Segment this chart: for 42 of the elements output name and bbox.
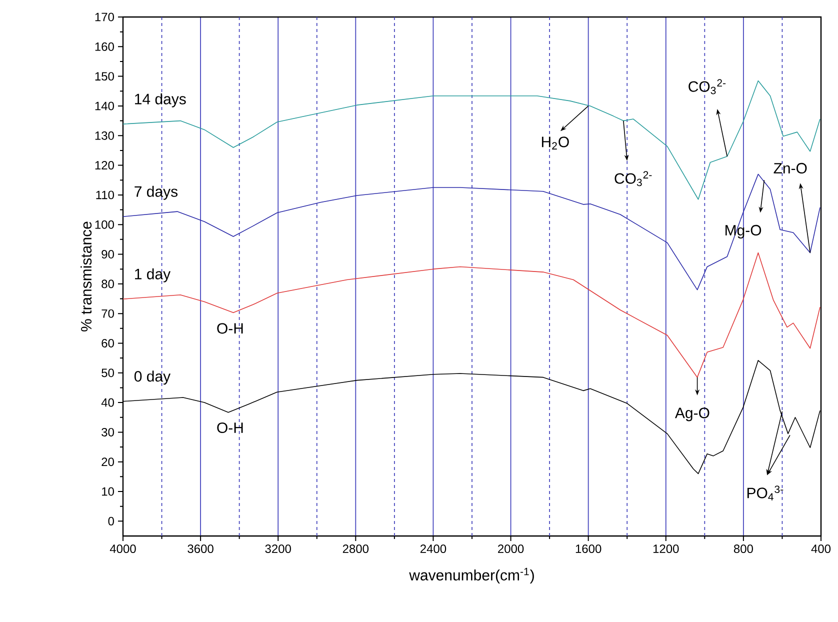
x-tick-label: 3600 [188,544,214,554]
x-tick-label: 3200 [265,544,291,554]
y-tick-label: 110 [96,190,114,200]
series-label: 1 day [135,268,171,282]
series-label: 14 days [135,93,186,108]
y-tick-label: 50 [102,368,114,378]
annotation: O-H [217,323,243,334]
x-axis-title: wavenumber(cm$^{-1}$) [409,568,534,584]
y-tick-label: 60 [102,338,114,348]
y-tick-label: 130 [95,131,114,140]
x-tick-label: 2400 [420,544,446,554]
y-tick-label: 80 [102,280,114,288]
x-tick-label: 2800 [342,544,369,554]
annotation: CO$_{3}$2- [614,171,652,186]
y-tick-label: 150 [95,72,114,81]
annotation: Ag-O [674,408,710,422]
x-tick-label: 800 [734,544,753,554]
y-tick-label: 10 [102,487,114,496]
y-tick-label: 140 [95,102,114,110]
series-label: 0 day [134,370,171,385]
y-tick-label: 160 [95,42,114,51]
y-tick-label: 20 [102,458,114,466]
y-tick-label: 70 [102,309,114,318]
x-tick-label: 1600 [576,544,602,554]
x-tick-label: 1200 [653,544,679,554]
y-tick-label: 120 [95,161,114,170]
annotation: H$_{2}$O [542,136,569,150]
y-tick-label: 90 [102,250,114,258]
annotation: CO$_{3}$2- [688,79,726,94]
y-tick-label: 0 [108,516,114,526]
y-tick-label: 30 [102,428,114,436]
annotation: PO$_{4}$3- [747,486,784,500]
annotation: Zn-O [774,162,807,174]
y-tick-label: 40 [101,398,114,407]
x-tick-label: 400 [811,544,831,554]
y-axis-title: % transmistance [80,222,92,332]
y-tick-label: 100 [95,220,114,229]
y-tick-label: 170 [95,12,114,22]
series-label: 7 days [134,186,178,200]
x-tick-label: 2000 [498,544,524,554]
x-tick-label: 4000 [110,544,136,554]
annotation: O-H [217,422,243,434]
